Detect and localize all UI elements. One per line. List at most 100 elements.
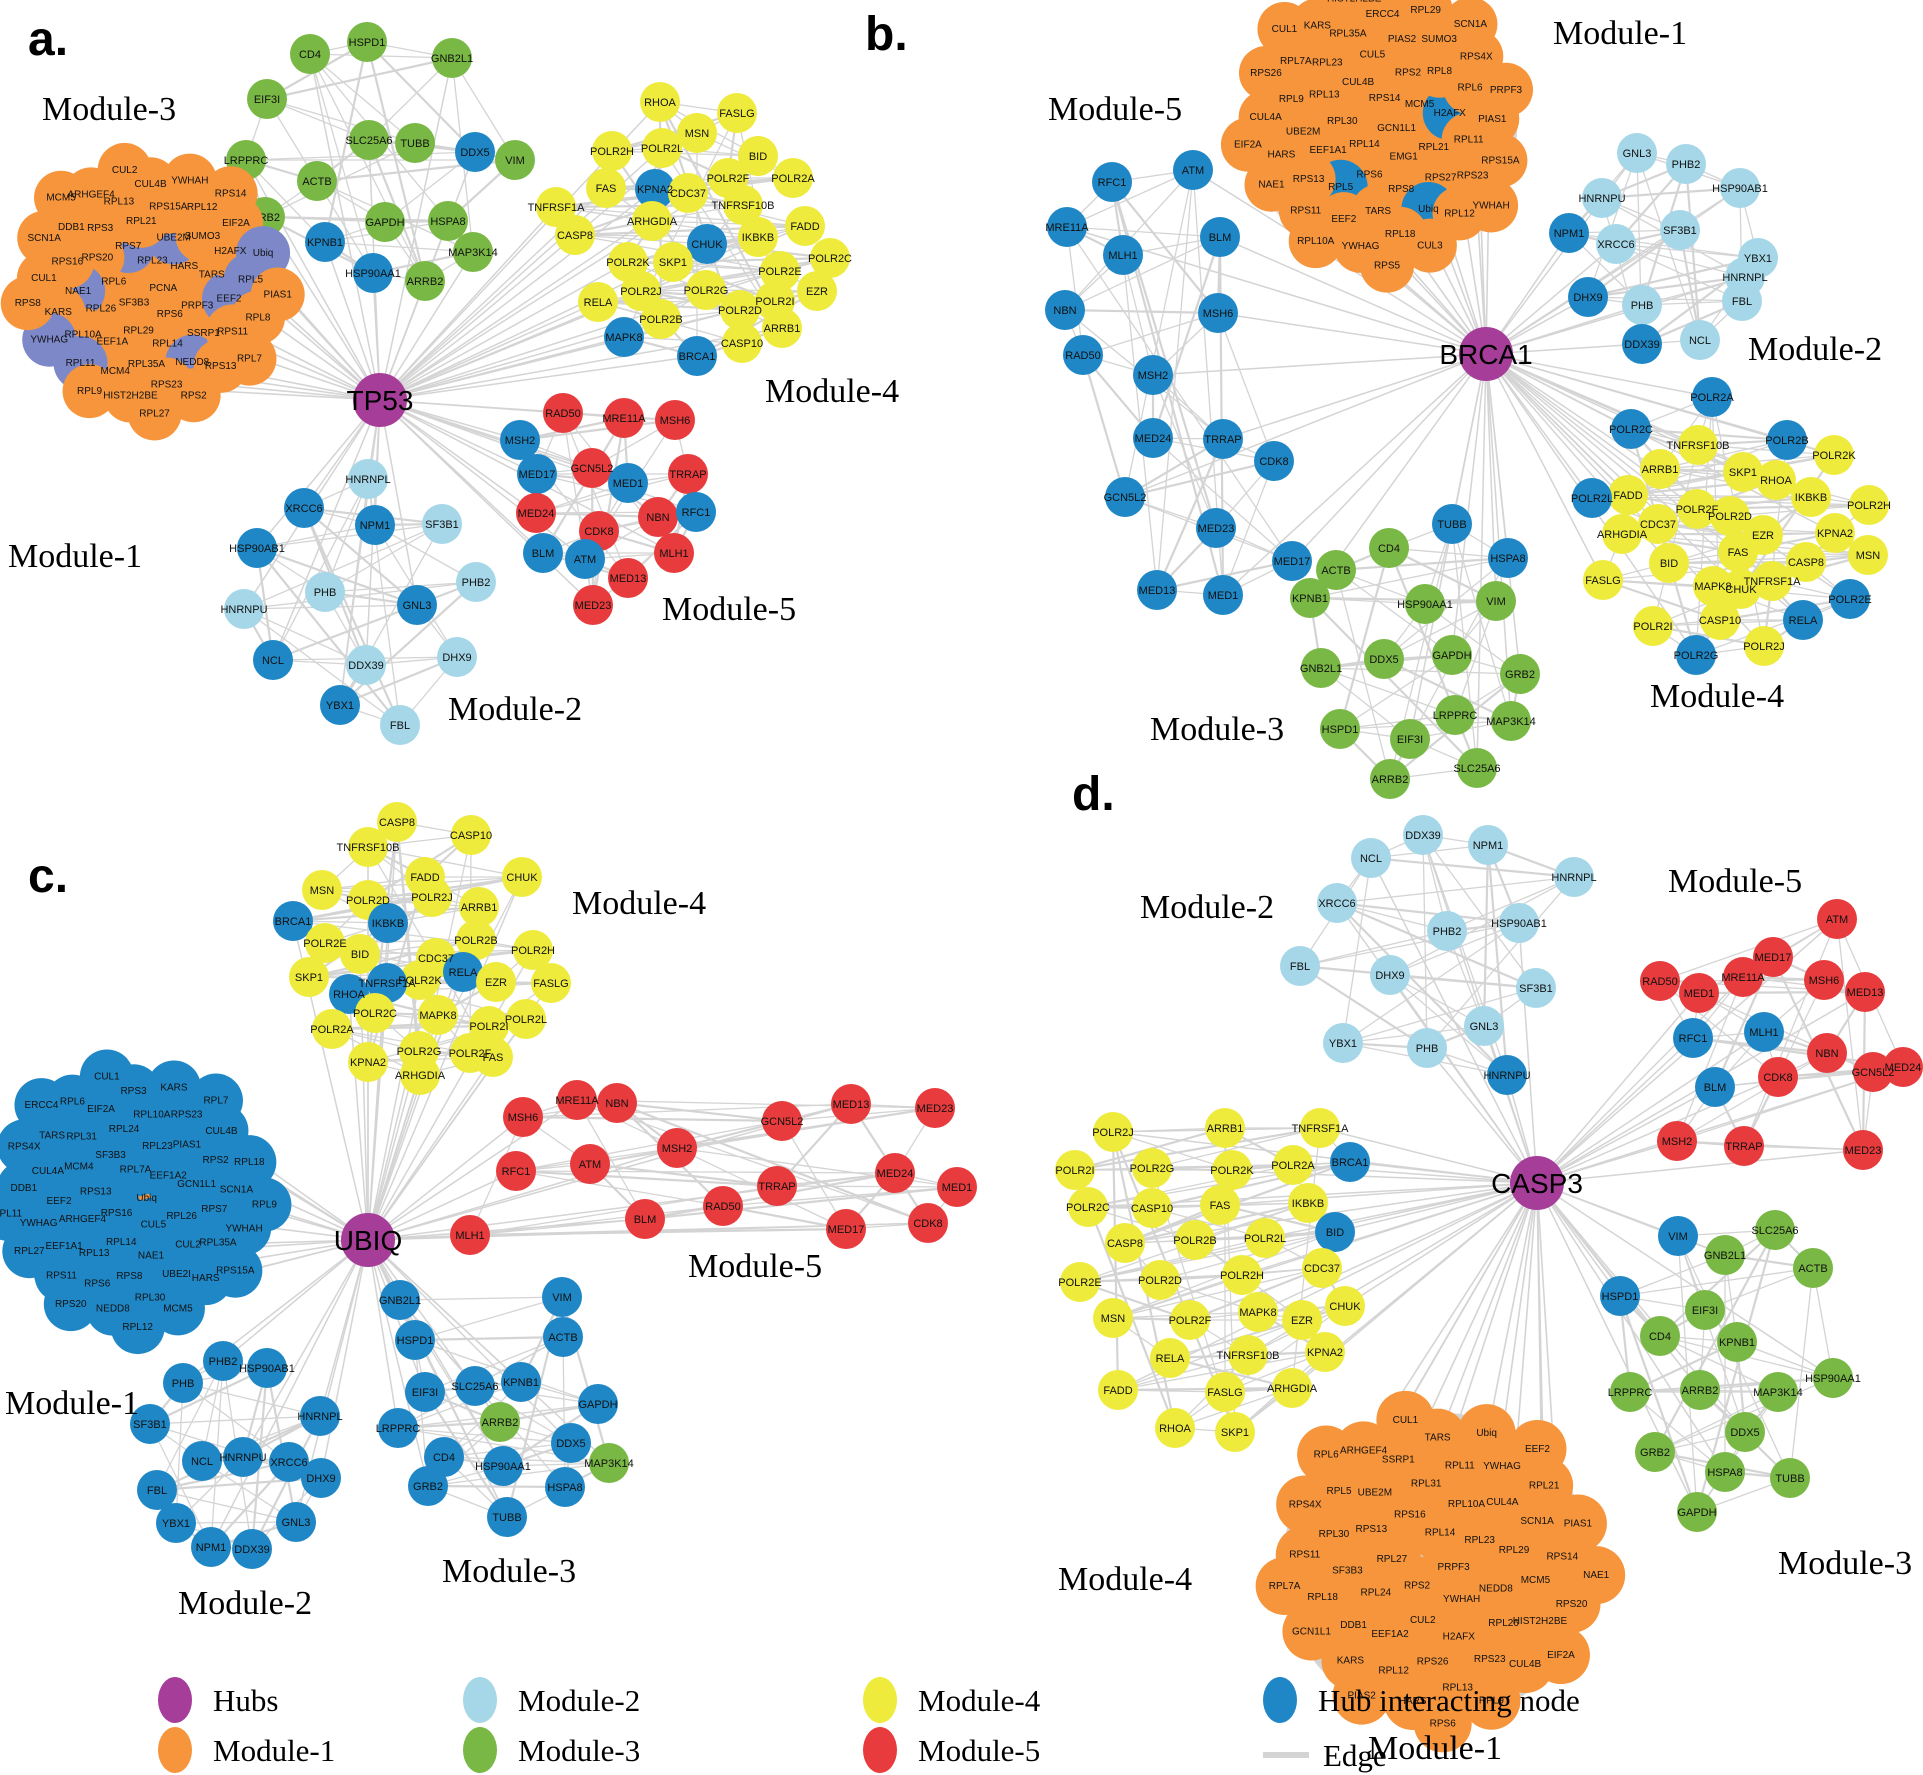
node-MED23[interactable]	[1196, 508, 1236, 548]
node-GCN5L2[interactable]	[572, 448, 612, 488]
node-RAD50[interactable]	[1063, 335, 1103, 375]
node-POLR2B[interactable]	[1175, 1220, 1215, 1260]
node-POLR2A[interactable]	[312, 1009, 352, 1049]
node-RHOA[interactable]	[1155, 1408, 1195, 1448]
node-CASP10[interactable]	[722, 323, 762, 363]
node-RPS5[interactable]	[1360, 238, 1415, 293]
node-POLR2K[interactable]	[1814, 435, 1854, 475]
node-ATM[interactable]	[1173, 150, 1213, 190]
node-FASLG[interactable]	[531, 963, 571, 1003]
node-POLR2C[interactable]	[1068, 1187, 1108, 1227]
node-TRRAP[interactable]	[668, 454, 708, 494]
node-CHUK[interactable]	[1721, 569, 1761, 609]
node-EIF2A[interactable]	[1531, 1626, 1590, 1685]
node-DHX9[interactable]	[301, 1458, 341, 1498]
node-BLM[interactable]	[1695, 1067, 1735, 1107]
node-ATM[interactable]	[1817, 899, 1857, 939]
node-PHB2[interactable]	[203, 1341, 243, 1381]
node-MED13[interactable]	[831, 1084, 871, 1124]
node-LRPPRC[interactable]	[378, 1408, 418, 1448]
node-MED17[interactable]	[517, 454, 557, 494]
node-Ubiq[interactable]	[236, 226, 291, 281]
hub-node-TP53[interactable]	[353, 373, 407, 427]
node-FADD[interactable]	[785, 206, 825, 246]
node-KPNA2[interactable]	[635, 169, 675, 209]
node-YBX1[interactable]	[320, 685, 360, 725]
node-RFC1[interactable]	[676, 492, 716, 532]
node-KPNA2[interactable]	[1815, 513, 1855, 553]
node-POLR2G[interactable]	[1676, 635, 1716, 675]
node-POLR2G[interactable]	[1132, 1148, 1172, 1188]
node-POLR2B[interactable]	[1767, 420, 1807, 460]
node-CASP10[interactable]	[451, 815, 491, 855]
node-EIF3I[interactable]	[247, 79, 287, 119]
node-HSP90AB1[interactable]	[247, 1348, 287, 1388]
node-MRE11A[interactable]	[604, 398, 644, 438]
node-NBN[interactable]	[597, 1083, 637, 1123]
node-CDK8[interactable]	[1254, 441, 1294, 481]
node-POLR2H[interactable]	[592, 131, 632, 171]
node-DDX39[interactable]	[1403, 815, 1443, 855]
node-MAPK8[interactable]	[1238, 1292, 1278, 1332]
node-MSN[interactable]	[1093, 1298, 1133, 1338]
node-GCN5L2[interactable]	[1853, 1052, 1893, 1092]
node-VIM[interactable]	[542, 1277, 582, 1317]
node-TUBB[interactable]	[487, 1497, 527, 1537]
node-POLR2D[interactable]	[1140, 1260, 1180, 1300]
node-GRB2[interactable]	[1635, 1432, 1675, 1472]
node-POLR2J[interactable]	[621, 271, 661, 311]
node-DHX9[interactable]	[1568, 277, 1608, 317]
node-POLR2C[interactable]	[1611, 409, 1651, 449]
node-NCL[interactable]	[1680, 320, 1720, 360]
node-EZR[interactable]	[476, 962, 516, 1002]
node-BID[interactable]	[738, 136, 778, 176]
node-POLR2I[interactable]	[1633, 606, 1673, 646]
node-MAP3K14[interactable]	[453, 232, 493, 272]
node-SLC25A6[interactable]	[349, 120, 389, 160]
node-RPL9[interactable]	[62, 364, 117, 419]
node-ERCC4[interactable]	[14, 1078, 69, 1133]
node-POLR2J[interactable]	[412, 877, 452, 917]
node-TUBB[interactable]	[1770, 1458, 1810, 1498]
node-CUL3[interactable]	[1402, 218, 1457, 273]
node-SKP1[interactable]	[1723, 452, 1763, 492]
node-FAS[interactable]	[1718, 532, 1758, 572]
node-BLM[interactable]	[523, 533, 563, 573]
node-MLH1[interactable]	[1103, 235, 1143, 275]
node-EZR[interactable]	[797, 271, 837, 311]
node-POLR2B[interactable]	[456, 920, 496, 960]
node-HSPA8[interactable]	[545, 1467, 585, 1507]
node-ARHGDIA[interactable]	[1602, 514, 1642, 554]
node-FAS[interactable]	[1200, 1185, 1240, 1225]
node-MED13[interactable]	[608, 558, 648, 598]
node-BID[interactable]	[340, 934, 380, 974]
node-KPNB1[interactable]	[305, 222, 345, 262]
node-MAPK8[interactable]	[604, 317, 644, 357]
node-GNL3[interactable]	[276, 1502, 316, 1542]
node-CDC37[interactable]	[1638, 504, 1678, 544]
node-FASLG[interactable]	[1205, 1372, 1245, 1412]
node-HNRNPU[interactable]	[1487, 1055, 1527, 1095]
node-YWHAH[interactable]	[1464, 178, 1519, 233]
node-SLC25A6[interactable]	[455, 1366, 495, 1406]
node-DHX9[interactable]	[437, 637, 477, 677]
node-SF3B1[interactable]	[1660, 210, 1700, 250]
node-HSPD1[interactable]	[395, 1320, 435, 1360]
node-NBN[interactable]	[1045, 290, 1085, 330]
node-RAD50[interactable]	[1640, 961, 1680, 1001]
node-IKBKB[interactable]	[368, 903, 408, 943]
node-MED1[interactable]	[1203, 575, 1243, 615]
hub-node-UBIQ[interactable]	[341, 1213, 395, 1267]
node-IKBKB[interactable]	[738, 217, 778, 257]
node-MED24[interactable]	[1883, 1047, 1923, 1087]
node-KPNB1[interactable]	[501, 1362, 541, 1402]
node-RPS6[interactable]	[1413, 1694, 1472, 1753]
node-ARRB2[interactable]	[405, 261, 445, 301]
node-FADD[interactable]	[1608, 475, 1648, 515]
node-RPL6[interactable]	[1297, 1425, 1356, 1484]
node-XRCC6[interactable]	[269, 1442, 309, 1482]
node-IKBKB[interactable]	[1288, 1183, 1328, 1223]
node-VIM[interactable]	[495, 140, 535, 180]
node-GNB2L1[interactable]	[1705, 1235, 1745, 1275]
node-EEF2[interactable]	[1508, 1419, 1567, 1478]
